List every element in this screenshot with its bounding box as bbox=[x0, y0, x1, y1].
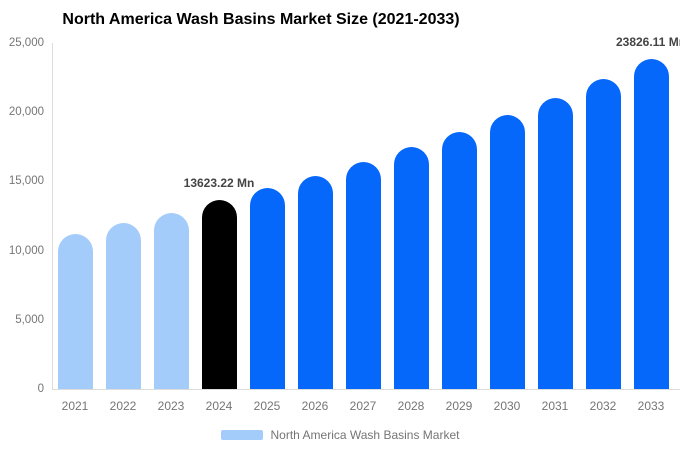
bar-2033[interactable] bbox=[633, 59, 669, 389]
x-tick-label-2033: 2033 bbox=[637, 399, 665, 413]
bar-2028[interactable] bbox=[393, 147, 429, 389]
x-tick-label-2032: 2032 bbox=[589, 399, 617, 413]
legend-item[interactable]: North America Wash Basins Market bbox=[220, 428, 460, 442]
x-tick-label-2026: 2026 bbox=[301, 399, 329, 413]
y-tick-label-10000: 10,000 bbox=[8, 244, 44, 257]
x-tick-label-2028: 2028 bbox=[397, 399, 425, 413]
x-tick-label-2029: 2029 bbox=[445, 399, 473, 413]
x-tick-label-2025: 2025 bbox=[253, 399, 281, 413]
x-tick-label-2030: 2030 bbox=[493, 399, 521, 413]
bar-2021[interactable] bbox=[57, 233, 93, 389]
x-tick-label-2022: 2022 bbox=[109, 399, 137, 413]
bar-2027[interactable] bbox=[345, 161, 381, 389]
bar-2029[interactable] bbox=[441, 131, 477, 389]
legend: North America Wash Basins Market bbox=[0, 425, 680, 445]
y-tick-label-25000: 25,000 bbox=[8, 37, 44, 49]
bar-value-label-2033: 23826.11 Mn bbox=[615, 35, 680, 50]
bar-2031[interactable] bbox=[537, 97, 573, 389]
bar-2024[interactable] bbox=[201, 200, 237, 389]
y-tick-label-15000: 15,000 bbox=[8, 175, 44, 188]
legend-label: North America Wash Basins Market bbox=[270, 428, 460, 442]
bar-2032[interactable] bbox=[585, 79, 621, 389]
x-tick-label-2024: 2024 bbox=[205, 399, 233, 413]
x-tick-label-2023: 2023 bbox=[157, 399, 185, 413]
x-tick-label-2031: 2031 bbox=[541, 399, 569, 413]
y-tick-label-0: 0 bbox=[37, 383, 44, 395]
x-tick-label-2021: 2021 bbox=[61, 399, 89, 413]
y-tick-label-5000: 5,000 bbox=[15, 313, 44, 326]
x-axis-line bbox=[52, 389, 680, 390]
legend-swatch bbox=[220, 430, 263, 440]
x-tick-label-2027: 2027 bbox=[349, 399, 377, 413]
bar-2023[interactable] bbox=[153, 213, 189, 389]
bar-2030[interactable] bbox=[489, 115, 525, 389]
y-axis-line bbox=[52, 43, 53, 389]
bar-2022[interactable] bbox=[105, 223, 141, 389]
bar-2026[interactable] bbox=[297, 175, 333, 389]
bar-2025[interactable] bbox=[249, 188, 285, 389]
bar-value-label-2024: 13623.22 Mn bbox=[183, 176, 255, 191]
chart-title: North America Wash Basins Market Size (2… bbox=[62, 11, 460, 28]
y-tick-label-20000: 20,000 bbox=[8, 106, 44, 119]
